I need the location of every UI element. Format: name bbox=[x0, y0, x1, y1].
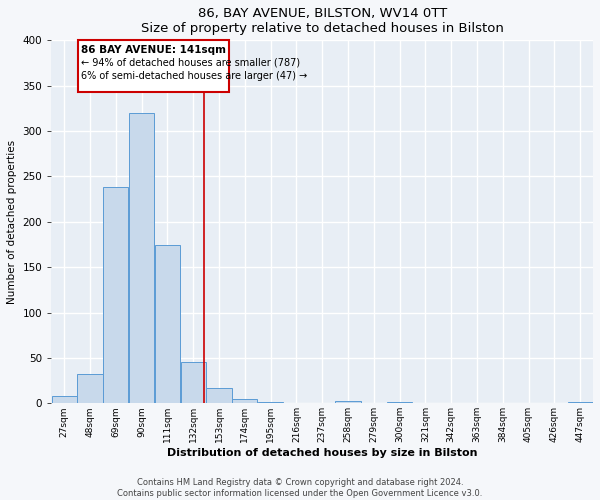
Bar bbox=[568, 402, 593, 404]
Title: 86, BAY AVENUE, BILSTON, WV14 0TT
Size of property relative to detached houses i: 86, BAY AVENUE, BILSTON, WV14 0TT Size o… bbox=[141, 7, 503, 35]
Text: ← 94% of detached houses are smaller (787): ← 94% of detached houses are smaller (78… bbox=[81, 58, 300, 68]
FancyBboxPatch shape bbox=[79, 40, 229, 92]
Bar bbox=[155, 244, 180, 404]
Text: Contains HM Land Registry data © Crown copyright and database right 2024.
Contai: Contains HM Land Registry data © Crown c… bbox=[118, 478, 482, 498]
Bar bbox=[206, 388, 232, 404]
Bar bbox=[232, 399, 257, 404]
Y-axis label: Number of detached properties: Number of detached properties bbox=[7, 140, 17, 304]
Bar bbox=[335, 400, 361, 404]
Text: 6% of semi-detached houses are larger (47) →: 6% of semi-detached houses are larger (4… bbox=[81, 71, 307, 81]
Bar bbox=[103, 188, 128, 404]
X-axis label: Distribution of detached houses by size in Bilston: Distribution of detached houses by size … bbox=[167, 448, 478, 458]
Bar bbox=[258, 402, 283, 404]
Bar bbox=[52, 396, 77, 404]
Text: 86 BAY AVENUE: 141sqm: 86 BAY AVENUE: 141sqm bbox=[82, 45, 226, 55]
Bar bbox=[77, 374, 103, 404]
Bar bbox=[181, 362, 206, 404]
Bar bbox=[387, 402, 412, 404]
Bar bbox=[129, 113, 154, 404]
